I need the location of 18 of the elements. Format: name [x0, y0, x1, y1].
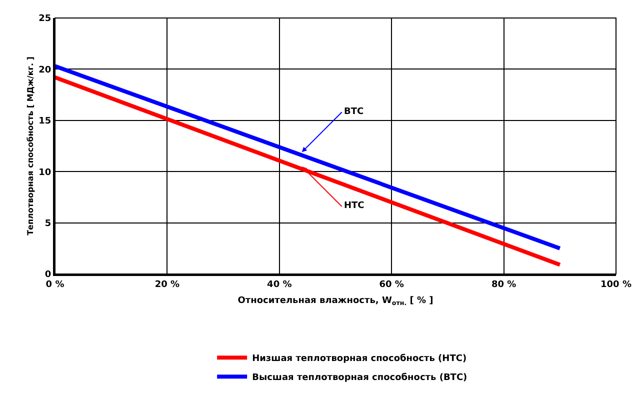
x-axis-title: Относительная влажность, W$_{отн.}$ [ % ]	[238, 296, 434, 307]
y-tick-label: 5	[44, 218, 52, 229]
y-tick-label: 0	[44, 270, 52, 280]
x-tick-label: 100 %	[600, 280, 632, 290]
x-tick-label: 60 %	[379, 280, 404, 290]
x-tick-label: 20 %	[154, 280, 180, 290]
x-tick-label: 0 %	[46, 280, 64, 290]
y-axis-title: Теплотворная способность [ МДж/кг. ]	[26, 56, 35, 236]
y-tick-label: 10	[38, 168, 52, 178]
x-tick-label: 80 %	[491, 280, 516, 290]
legend-label: Высшая теплотворная способность (ВТС)	[252, 372, 468, 384]
y-tick-label: 25	[38, 14, 52, 24]
x-tick-label: 40 %	[267, 280, 292, 290]
y-tick-label: 20	[38, 65, 52, 76]
annotation: НТС	[344, 201, 365, 211]
legend-label: Низшая теплотворная способность (НТС)	[252, 353, 467, 364]
y-tick-label: 15	[38, 116, 52, 127]
annotation: ВТС	[344, 107, 364, 117]
